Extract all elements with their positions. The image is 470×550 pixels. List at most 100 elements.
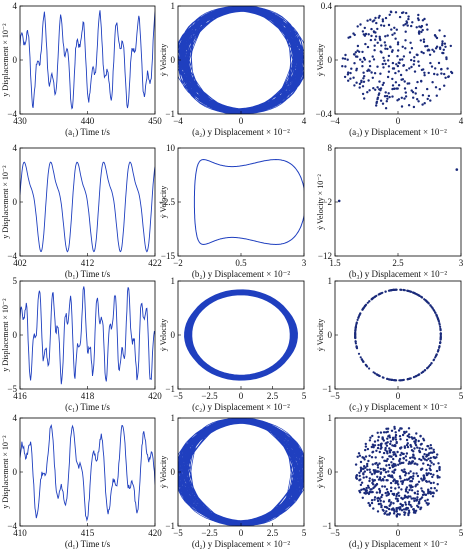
y-axis-label: ẏ Velocity bbox=[316, 319, 325, 352]
poincare-point bbox=[406, 24, 409, 27]
poincare-point bbox=[388, 434, 391, 437]
poincare-point bbox=[414, 92, 417, 95]
poincare-point bbox=[386, 437, 389, 440]
poincare-point bbox=[377, 478, 381, 481]
poincare-point bbox=[380, 292, 383, 295]
poincare-point bbox=[379, 499, 382, 502]
plot-area bbox=[20, 286, 155, 385]
poincare-point bbox=[392, 437, 395, 440]
poincare-point bbox=[419, 435, 422, 438]
poincare-point bbox=[355, 67, 358, 71]
poincare-point bbox=[386, 34, 389, 37]
poincare-point bbox=[420, 68, 424, 72]
poincare-point bbox=[384, 44, 387, 47]
poincare-point bbox=[393, 87, 396, 90]
poincare-point bbox=[362, 80, 366, 84]
poincare-point bbox=[380, 446, 383, 449]
poincare-point bbox=[427, 94, 431, 98]
poincare-point bbox=[414, 438, 418, 442]
poincare-point bbox=[376, 499, 380, 503]
poincare-point bbox=[387, 500, 391, 503]
poincare-point bbox=[415, 53, 418, 56]
poincare-point bbox=[442, 51, 445, 55]
y-axis-label: ẏ Velocity × 10⁻² bbox=[316, 174, 325, 230]
panel-caption: (d₂) y Displacement × 10⁻² bbox=[192, 539, 290, 549]
poincare-point bbox=[393, 425, 396, 429]
poincare-point bbox=[421, 19, 425, 22]
poincare-point bbox=[375, 449, 378, 452]
poincare-point bbox=[374, 462, 377, 465]
poincare-point bbox=[360, 488, 363, 491]
poincare-point bbox=[436, 474, 439, 478]
poincare-point bbox=[427, 491, 430, 495]
poincare-point bbox=[400, 469, 404, 472]
poincare-point bbox=[429, 481, 433, 485]
poincare-point bbox=[389, 449, 393, 452]
poincare-point bbox=[387, 474, 390, 477]
poincare-point bbox=[399, 379, 402, 382]
poincare-point bbox=[371, 443, 375, 446]
poincare-point bbox=[417, 294, 420, 297]
poincare-point bbox=[415, 293, 418, 296]
poincare-point bbox=[434, 35, 437, 38]
poincare-point bbox=[392, 465, 396, 468]
poincare-point bbox=[402, 456, 405, 460]
poincare-point bbox=[429, 99, 432, 102]
poincare-point bbox=[417, 13, 420, 17]
y-axis-label: y Displacement × 10⁻² bbox=[1, 435, 10, 509]
poincare-point bbox=[424, 448, 428, 451]
panel-caption: (a₁) Time t/s bbox=[65, 127, 110, 137]
poincare-point bbox=[395, 493, 399, 496]
poincare-point bbox=[423, 369, 426, 372]
poincare-point bbox=[406, 496, 409, 499]
poincare-point bbox=[359, 478, 362, 481]
poincare-point bbox=[405, 452, 409, 455]
poincare-point bbox=[385, 494, 388, 497]
poincare-point bbox=[368, 439, 372, 442]
poincare-point bbox=[416, 496, 419, 499]
poincare-point bbox=[410, 497, 413, 500]
poincare-point bbox=[418, 447, 421, 450]
poincare-point bbox=[359, 356, 362, 359]
poincare-point bbox=[402, 470, 405, 473]
poincare-point bbox=[384, 35, 387, 38]
poincare-point bbox=[432, 455, 435, 459]
poincare-point bbox=[362, 472, 365, 475]
poincare-point bbox=[387, 491, 390, 495]
poincare-point bbox=[378, 491, 381, 494]
poincare-point bbox=[433, 487, 436, 490]
poincare-point bbox=[404, 501, 407, 504]
poincare-point bbox=[373, 49, 376, 52]
poincare-point bbox=[406, 507, 410, 510]
poincare-point bbox=[376, 466, 380, 469]
poincare-point bbox=[362, 360, 365, 363]
poincare-point bbox=[420, 458, 423, 462]
x-tick-label: 0 bbox=[396, 116, 401, 126]
poincare-point bbox=[395, 441, 398, 445]
poincare-point bbox=[407, 512, 410, 515]
poincare-point bbox=[383, 512, 386, 515]
poincare-point bbox=[347, 79, 350, 82]
poincare-point bbox=[436, 317, 439, 320]
poincare-point bbox=[438, 346, 441, 349]
poincare-point bbox=[428, 447, 431, 450]
y-axis-label: ẏ Velocity bbox=[159, 44, 168, 77]
poincare-point bbox=[369, 38, 373, 42]
poincare-point bbox=[373, 72, 377, 75]
poincare-point bbox=[408, 500, 411, 504]
poincare-point bbox=[394, 435, 397, 439]
poincare-point bbox=[399, 288, 402, 291]
poincare-point bbox=[415, 499, 418, 502]
poincare-point bbox=[390, 474, 394, 477]
poincare-point bbox=[375, 373, 379, 376]
x-tick-label: −5 bbox=[330, 528, 340, 538]
poincare-point bbox=[360, 79, 363, 83]
poincare-point bbox=[407, 17, 410, 21]
poincare-point bbox=[355, 474, 359, 477]
y-tick-label: 0 bbox=[328, 55, 333, 65]
poincare-point bbox=[399, 73, 403, 77]
poincare-point bbox=[394, 480, 398, 483]
poincare-point bbox=[441, 42, 444, 45]
poincare-point bbox=[406, 434, 409, 438]
poincare-point bbox=[410, 505, 413, 508]
